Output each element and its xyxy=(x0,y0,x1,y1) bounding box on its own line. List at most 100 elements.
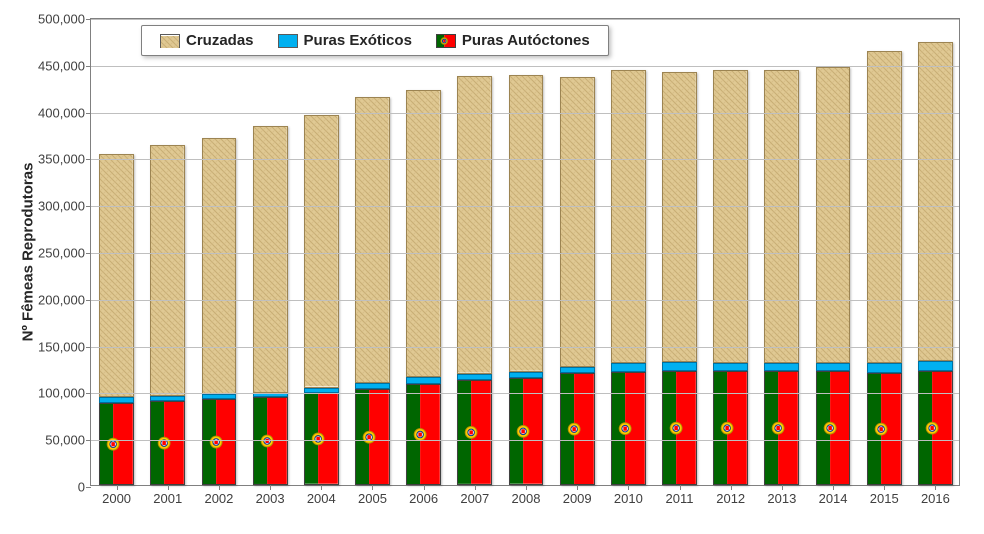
gridline xyxy=(91,159,959,160)
bar-column xyxy=(918,42,953,485)
bar-segment-puras_autoctones xyxy=(560,373,595,485)
bar-column xyxy=(99,154,134,485)
ytick-mark xyxy=(86,113,91,114)
bar-segment-puras_autoctones xyxy=(406,384,441,485)
gridline xyxy=(91,66,959,67)
ytick-mark xyxy=(86,159,91,160)
ytick-label: 50,000 xyxy=(45,433,91,448)
legend-label: Cruzadas xyxy=(186,32,254,49)
legend-label: Puras Autóctones xyxy=(462,32,590,49)
chart-root: Cruzadas Puras Exóticos Puras Autóctones xyxy=(0,0,984,534)
xtick-mark xyxy=(782,485,783,490)
bar-segment-puras_autoctones xyxy=(150,401,185,485)
bar-segment-cruzadas xyxy=(713,70,748,363)
ytick-mark xyxy=(86,66,91,67)
ytick-label: 100,000 xyxy=(38,386,91,401)
bar-segment-cruzadas xyxy=(560,77,595,367)
bar-column xyxy=(764,70,799,485)
xtick-mark xyxy=(884,485,885,490)
bar-column xyxy=(611,70,646,485)
xtick-mark xyxy=(475,485,476,490)
ytick-label: 250,000 xyxy=(38,246,91,261)
bar-segment-puras_exoticos xyxy=(867,363,902,372)
bar-segment-cruzadas xyxy=(99,154,134,397)
bar-segment-puras_autoctones xyxy=(662,371,697,485)
bars-container xyxy=(91,19,959,485)
bar-segment-cruzadas xyxy=(457,76,492,374)
gridline xyxy=(91,347,959,348)
gridline xyxy=(91,113,959,114)
bar-segment-puras_autoctones xyxy=(355,389,390,485)
xtick-mark xyxy=(577,485,578,490)
ytick-mark xyxy=(86,206,91,207)
bar-segment-puras_exoticos xyxy=(816,363,851,370)
legend-swatch xyxy=(160,34,180,48)
bar-column xyxy=(662,72,697,485)
bar-column xyxy=(560,77,595,485)
bar-segment-puras_exoticos xyxy=(662,362,697,370)
bar-column xyxy=(509,75,544,485)
bar-segment-cruzadas xyxy=(662,72,697,362)
gridline xyxy=(91,393,959,394)
bar-segment-cruzadas xyxy=(764,70,799,363)
ytick-mark xyxy=(86,19,91,20)
bar-column xyxy=(202,138,237,485)
ytick-label: 300,000 xyxy=(38,199,91,214)
xtick-mark xyxy=(270,485,271,490)
bar-segment-puras_autoctones xyxy=(918,371,953,485)
bar-segment-puras_autoctones xyxy=(457,380,492,485)
xtick-mark xyxy=(680,485,681,490)
bar-segment-puras_autoctones xyxy=(867,373,902,485)
ytick-label: 150,000 xyxy=(38,339,91,354)
legend-item-puras_exoticos: Puras Exóticos xyxy=(278,32,412,49)
legend-swatch xyxy=(278,34,298,48)
xtick-mark xyxy=(372,485,373,490)
gridline xyxy=(91,206,959,207)
bar-segment-puras_autoctones xyxy=(713,371,748,485)
bar-segment-cruzadas xyxy=(406,90,441,377)
bar-segment-cruzadas xyxy=(253,126,288,394)
xtick-mark xyxy=(424,485,425,490)
xtick-mark xyxy=(731,485,732,490)
bar-segment-cruzadas xyxy=(611,70,646,363)
ytick-mark xyxy=(86,347,91,348)
xtick-mark xyxy=(833,485,834,490)
legend-item-puras_autoctones: Puras Autóctones xyxy=(436,32,590,49)
ytick-label: 350,000 xyxy=(38,152,91,167)
bar-column xyxy=(406,90,441,485)
xtick-mark xyxy=(935,485,936,490)
bar-segment-puras_autoctones xyxy=(764,371,799,485)
gridline xyxy=(91,19,959,20)
bar-segment-cruzadas xyxy=(509,75,544,372)
xtick-mark xyxy=(219,485,220,490)
bar-segment-cruzadas xyxy=(355,97,390,383)
bar-segment-puras_exoticos xyxy=(611,363,646,371)
legend-label: Puras Exóticos xyxy=(304,32,412,49)
bar-column xyxy=(355,97,390,485)
chart-legend: Cruzadas Puras Exóticos Puras Autóctones xyxy=(141,25,609,56)
bar-segment-cruzadas xyxy=(918,42,953,361)
bar-column xyxy=(457,76,492,485)
bar-segment-puras_autoctones xyxy=(202,399,237,485)
ytick-mark xyxy=(86,393,91,394)
ytick-label: 200,000 xyxy=(38,292,91,307)
ytick-label: 500,000 xyxy=(38,12,91,27)
bar-segment-puras_exoticos xyxy=(713,363,748,370)
ytick-label: 450,000 xyxy=(38,58,91,73)
xtick-mark xyxy=(628,485,629,490)
bar-column xyxy=(253,126,288,485)
bar-segment-cruzadas xyxy=(816,67,851,364)
bar-column xyxy=(713,70,748,485)
ytick-mark xyxy=(86,300,91,301)
bar-segment-puras_autoctones xyxy=(816,371,851,485)
y-axis-title: Nº Fêmeas Reprodutoras xyxy=(20,163,37,342)
bar-segment-puras_exoticos xyxy=(406,377,441,384)
bar-segment-puras_exoticos xyxy=(764,363,799,370)
ytick-mark xyxy=(86,440,91,441)
bar-segment-puras_autoctones xyxy=(99,403,134,485)
xtick-mark xyxy=(526,485,527,490)
bar-segment-puras_autoctones xyxy=(304,393,339,485)
ytick-mark xyxy=(86,487,91,488)
bar-segment-puras_exoticos xyxy=(918,361,953,370)
gridline xyxy=(91,440,959,441)
